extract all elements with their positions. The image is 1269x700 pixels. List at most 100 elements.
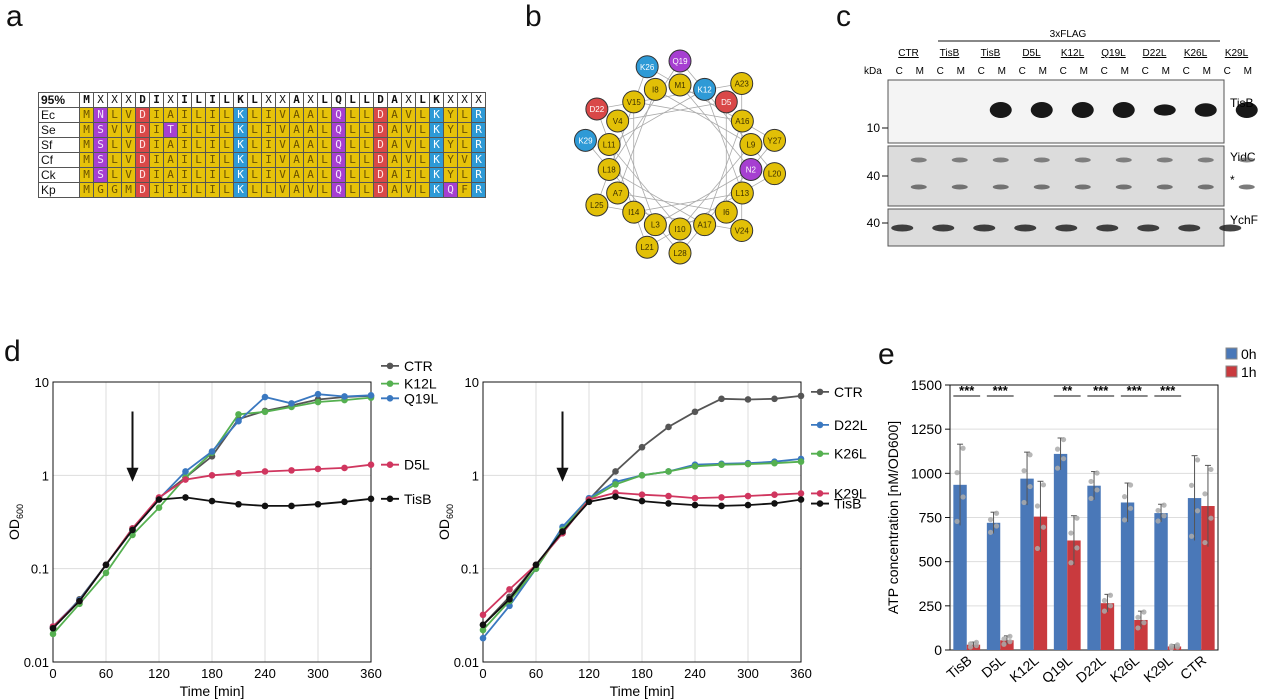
data-point [744,501,752,509]
replicate-dot [1202,539,1208,546]
residue-cell: L [345,182,360,198]
replicate-dot [1155,518,1161,524]
data-point [182,476,189,483]
residue-cell: V [121,167,136,183]
helix-residue-label: V24 [735,227,750,236]
growth-chart-right: 0 60 120 180 240 300 360 0.01 0.1 1 10 Time [min] OD… [436,375,868,699]
residue-cell: L [261,182,276,198]
y-axis-label: OD600 [6,504,25,540]
data-point [744,460,752,468]
data-point [506,586,513,593]
data-point [314,500,322,508]
legend-label: CTR [834,384,863,400]
data-point [797,490,805,497]
data-point [612,481,619,488]
panel-label-c: c [836,0,851,33]
consensus-residue: A [289,92,304,108]
data-point [49,630,57,638]
consensus-residue: Q [331,92,346,108]
fraction-label: C [978,66,985,77]
legend-marker [816,421,824,429]
residue-cell: L [359,152,374,168]
residue-cell: V [121,107,136,123]
category-label: D22L [1073,652,1109,686]
helix-residue-label: K29 [578,136,593,145]
yidc-lower-band [1033,184,1050,190]
induction-arrowhead [126,467,139,482]
data-point [718,494,725,501]
yidc-lower-band [910,184,927,190]
residue-cell: Q [331,107,346,123]
y-tick-label: 10 [465,375,479,390]
residue-cell: L [359,107,374,123]
helix-link [608,169,705,226]
bar [1053,453,1068,650]
x-tick-label: 180 [201,666,223,681]
helix-residue [606,109,630,133]
data-point [479,634,487,642]
residue-cell: Q [443,182,458,198]
residue-cell: Y [443,167,458,183]
helix-link [704,89,743,194]
residue-cell: L [107,137,122,153]
consensus-residue: L [415,92,430,108]
residue-cell: A [303,137,318,153]
replicate-dot [1034,545,1041,552]
helix-residue-label: I8 [652,85,659,94]
data-point [718,461,725,468]
helix-residue-label: L9 [746,140,755,149]
alignment-row: Ck M S L V D I A I L I L K L I V A A L Q L L D A I L K Y L R [38,167,486,183]
ychf-band [1178,224,1201,232]
significance-label: *** [959,383,975,398]
yidc-lower-band [1156,184,1173,190]
helix-residue [606,181,630,205]
helix-residue-label: V4 [613,117,623,126]
tisb-band [1153,104,1176,116]
helix-residue [714,90,738,114]
species-label: Se [38,122,80,138]
bar [986,522,1001,650]
data-point [797,392,805,400]
residue-cell: L [191,122,206,138]
data-point [585,498,593,506]
fraction-label: M [1039,66,1047,77]
data-point [797,458,805,465]
species-label: Ec [38,107,80,123]
data-point [49,624,57,632]
species-label: Cf [38,152,80,168]
residue-cell: F [457,182,472,198]
helix-link [608,88,705,145]
replicate-dot [1107,592,1114,598]
residue-cell: M [79,107,94,123]
legend-label: CTR [404,358,433,374]
residue-cell: D [373,182,388,198]
x-tick-label: 120 [148,666,170,681]
legend-label: 0h [1241,346,1257,362]
residue-cell: A [289,152,304,168]
replicate-dot [1007,633,1013,639]
fraction-label: M [1080,66,1088,77]
replicate-dot [1094,487,1100,493]
residue-cell: A [387,137,402,153]
x-tick-label: 0 [479,666,486,681]
residue-cell: I [261,167,276,183]
consensus-residue: K [233,92,248,108]
x-tick-label: 60 [529,666,543,681]
consensus-residue: X [163,92,178,108]
residue-cell: I [149,122,164,138]
residue-cell: M [79,182,94,198]
residue-cell: I [205,167,220,183]
residue-cell: A [387,152,402,168]
replicate-dot [1135,614,1141,620]
y-tick-label: 0.01 [454,655,479,670]
replicate-dot [1040,482,1047,488]
consensus-residue: X [457,92,472,108]
replicate-dot [1074,515,1080,521]
ychf-band [891,224,914,232]
data-point [288,400,295,407]
tisb-band [989,102,1012,118]
kda-label: kDa [864,66,882,77]
bar [1154,513,1168,650]
residue-cell: K [233,167,248,183]
category-label: D5L [978,652,1008,681]
